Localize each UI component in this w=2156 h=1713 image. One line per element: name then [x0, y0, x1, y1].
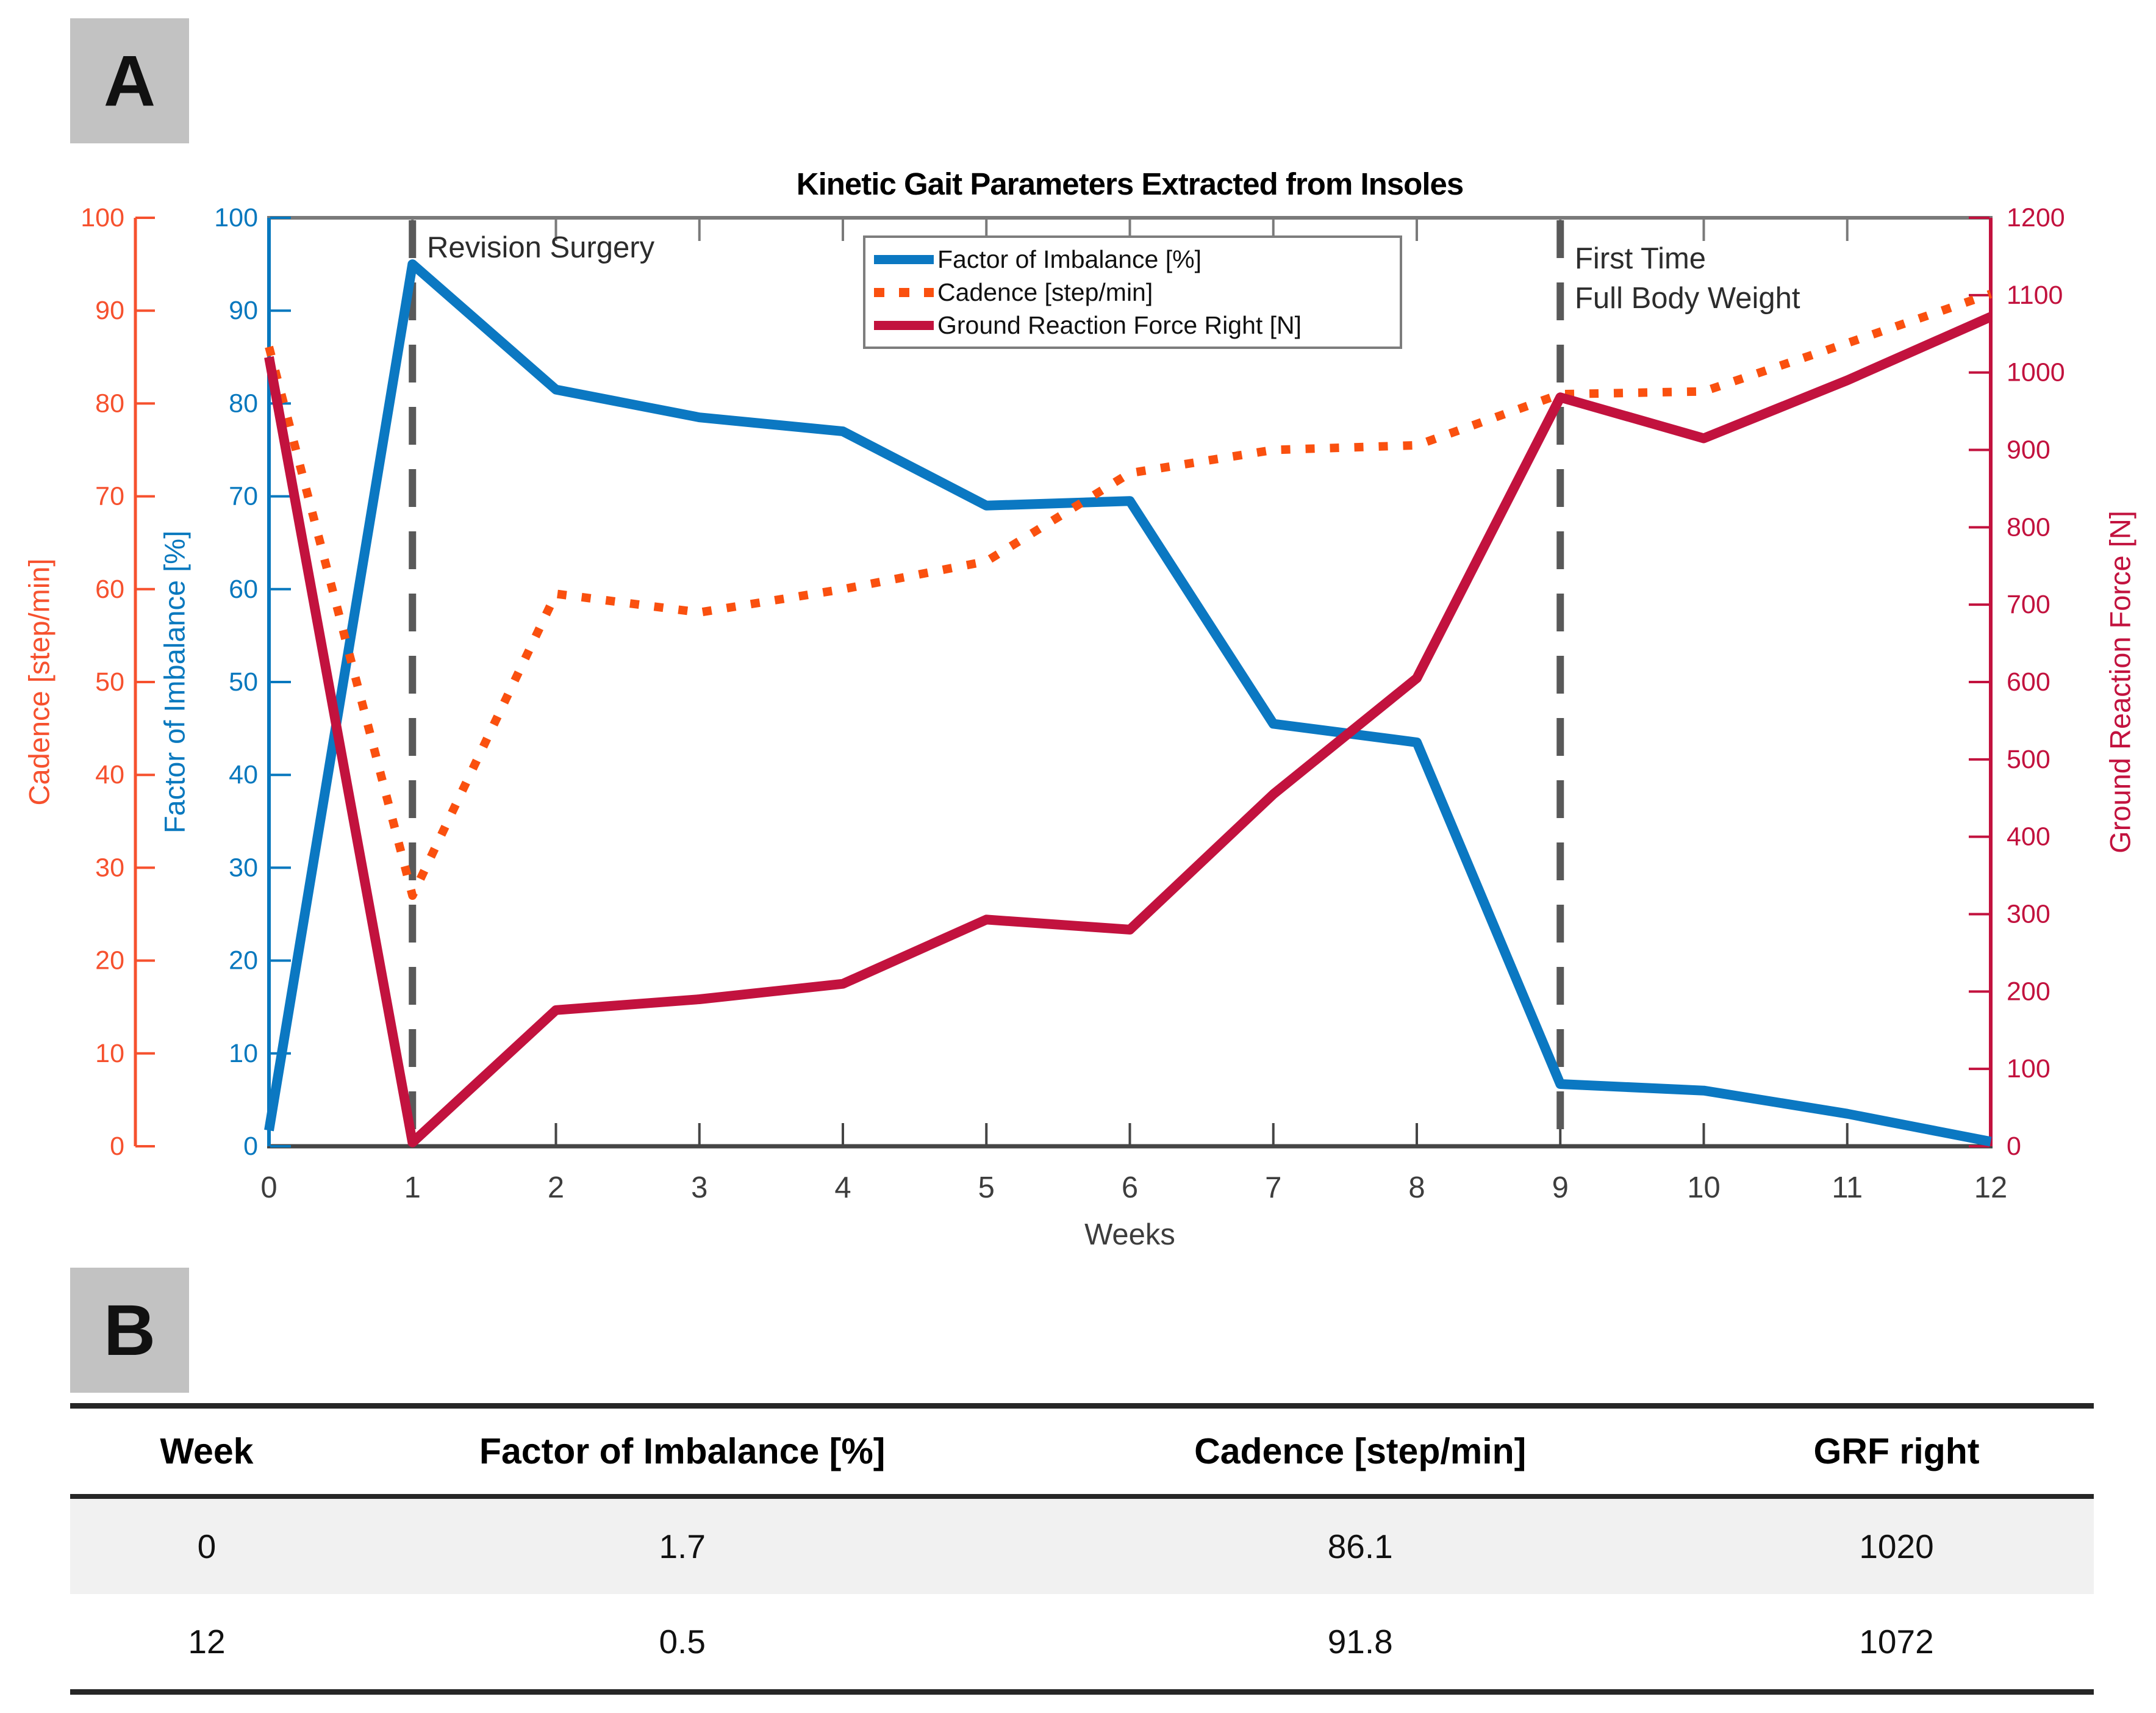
x-tick-label: 9: [1552, 1171, 1569, 1204]
grf-tick-label: 200: [2007, 977, 2050, 1006]
legend-item-cadence: Cadence [step/min]: [874, 276, 1400, 308]
imbalance-line-swatch-icon: [874, 254, 934, 264]
grf-tick-label: 600: [2007, 667, 2050, 697]
y-axis-label-grf: Ground Reaction Force [N]: [2104, 511, 2136, 853]
imbalance-tick-label: 100: [214, 203, 258, 232]
table-header-row: Week Factor of Imbalance [%] Cadence [st…: [70, 1406, 2094, 1499]
grf-tick-label: 100: [2007, 1054, 2050, 1083]
series-grf-line: [264, 312, 1993, 1147]
grf-tick-label: 700: [2007, 590, 2050, 619]
imbalance-tick-label: 90: [229, 296, 258, 325]
y-axis-label-cadence: Cadence [step/min]: [23, 558, 56, 806]
imbalance-tick-label: 10: [229, 1039, 258, 1068]
grf-tick-label: 400: [2007, 822, 2050, 852]
imbalance-tick-label: 70: [229, 482, 258, 511]
x-tick-label: 12: [1974, 1171, 2008, 1204]
summary-table: Week Factor of Imbalance [%] Cadence [st…: [70, 1403, 2094, 1695]
grf-tick-label: 500: [2007, 745, 2050, 774]
series-imbalance-line: [264, 259, 1992, 1147]
cell-cadence: 91.8: [1327, 1623, 1393, 1661]
table-row: 12 0.5 91.8 1072: [70, 1594, 2094, 1692]
series-cadence-line: [265, 290, 1993, 900]
cell-week: 12: [188, 1623, 226, 1661]
x-tick-label: 3: [691, 1171, 707, 1204]
cadence-tick-label: 20: [95, 946, 124, 975]
panel-b-label: B: [70, 1268, 189, 1393]
col-header-week: Week: [70, 1406, 343, 1499]
imbalance-tick-label: 40: [229, 760, 258, 789]
legend-label: Factor of Imbalance [%]: [937, 245, 1202, 273]
cell-grf: 1072: [1859, 1623, 1934, 1661]
cell-cadence: 86.1: [1327, 1528, 1393, 1565]
x-tick-label: 0: [260, 1171, 277, 1204]
grf-tick-label: 300: [2007, 900, 2050, 929]
legend-item-grf: Ground Reaction Force Right [N]: [874, 309, 1400, 341]
cadence-tick-label: 30: [95, 853, 124, 882]
x-axis-label: Weeks: [1084, 1218, 1175, 1251]
x-tick-label: 1: [404, 1171, 421, 1204]
chart-legend: Factor of Imbalance [%] Cadence [step/mi…: [863, 235, 1402, 349]
grf-tick-label: 1100: [2007, 281, 2063, 310]
cadence-tick-label: 40: [95, 760, 124, 789]
y-axis-label-imbalance: Factor of Imbalance [%]: [158, 530, 191, 834]
grf-tick-label: 1200: [2007, 203, 2065, 232]
x-tick-label: 7: [1265, 1171, 1281, 1204]
chart-title: Kinetic Gait Parameters Extracted from I…: [796, 167, 1464, 201]
cadence-tick-label: 10: [95, 1039, 124, 1068]
col-header-imbalance: Factor of Imbalance [%]: [343, 1406, 1022, 1499]
cadence-tick-label: 90: [95, 296, 124, 325]
grf-tick-label: 900: [2007, 436, 2050, 465]
col-header-cadence: Cadence [step/min]: [1021, 1406, 1699, 1499]
x-tick-label: 8: [1408, 1171, 1425, 1204]
imbalance-tick-label: 20: [229, 946, 258, 975]
cell-week: 0: [197, 1528, 217, 1565]
imbalance-tick-label: 60: [229, 575, 258, 604]
legend-label: Ground Reaction Force Right [N]: [937, 311, 1302, 339]
x-tick-label: 5: [978, 1171, 995, 1204]
grf-tick-label: 1000: [2007, 358, 2065, 387]
cadence-tick-label: 0: [110, 1132, 124, 1161]
cadence-tick-label: 70: [95, 482, 124, 511]
cadence-tick-label: 50: [95, 667, 124, 697]
cell-grf: 1020: [1859, 1528, 1934, 1565]
annotation-first-time-full-body-weight: First Time Full Body Weight: [1575, 242, 1800, 315]
panel-a-label: A: [70, 18, 189, 143]
imbalance-tick-label: 0: [243, 1132, 258, 1161]
cadence-tick-label: 80: [95, 389, 124, 418]
legend-item-imbalance: Factor of Imbalance [%]: [874, 243, 1400, 275]
cell-imbalance: 0.5: [659, 1623, 706, 1661]
x-tick-label: 6: [1122, 1171, 1138, 1204]
table-row: 0 1.7 86.1 1020: [70, 1496, 2094, 1594]
x-tick-label: 11: [1832, 1171, 1863, 1204]
gait-parameters-chart: 0 1 2 3 4 5 6 7 8 9 10 11 12010203040506070809010001…: [81, 203, 2065, 1204]
imbalance-tick-label: 30: [229, 853, 258, 882]
imbalance-tick-label: 50: [229, 667, 258, 697]
x-tick-label: 10: [1687, 1171, 1721, 1204]
cadence-tick-label: 60: [95, 575, 124, 604]
legend-label: Cadence [step/min]: [937, 278, 1153, 306]
imbalance-tick-label: 80: [229, 389, 258, 418]
grf-line-swatch-icon: [874, 320, 934, 330]
x-tick-label: 2: [548, 1171, 564, 1204]
cell-imbalance: 1.7: [659, 1528, 706, 1565]
cadence-tick-label: 100: [81, 203, 124, 232]
grf-tick-label: 0: [2007, 1132, 2021, 1161]
x-tick-label: 4: [834, 1171, 851, 1204]
cadence-dotted-swatch-icon: [874, 287, 934, 297]
annotation-revision-surgery: Revision Surgery: [427, 231, 655, 264]
grf-tick-label: 800: [2007, 512, 2050, 542]
col-header-grf: GRF right: [1699, 1406, 2094, 1499]
